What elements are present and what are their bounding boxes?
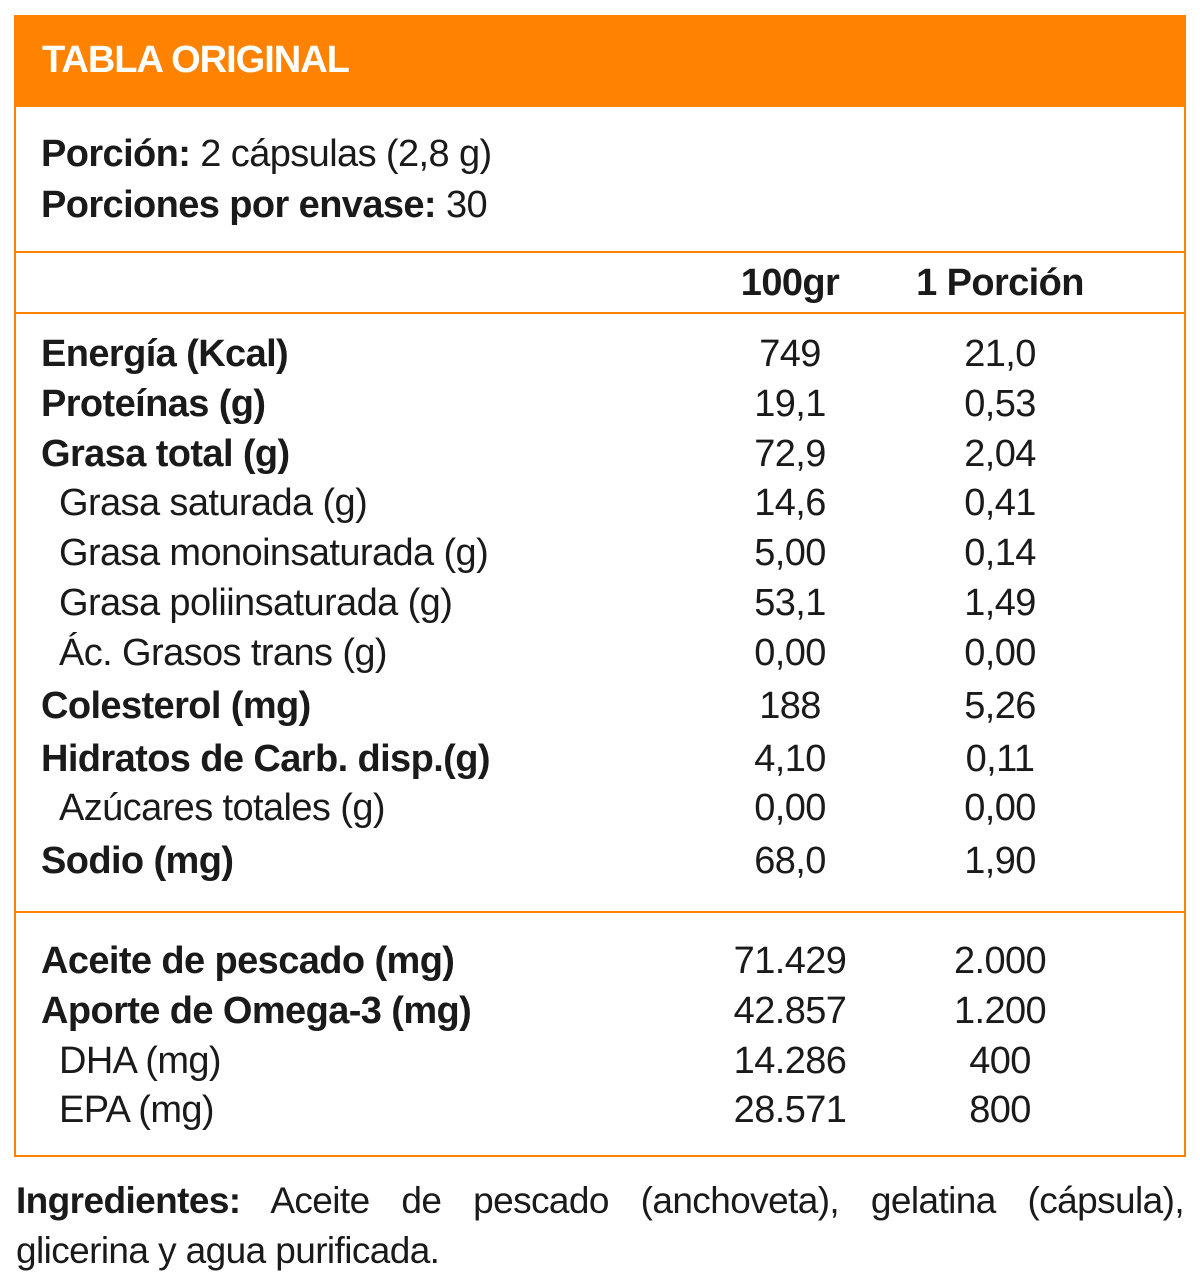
servings-label: Porciones por envase: bbox=[41, 184, 437, 226]
row-label: Ác. Grasos trans (g) bbox=[59, 632, 388, 674]
value-portion: 800 bbox=[969, 1089, 1031, 1131]
value-portion: 21,0 bbox=[964, 333, 1036, 375]
row-label: Sodio (mg) bbox=[41, 840, 234, 882]
table-header: TABLA ORIGINAL bbox=[14, 15, 1186, 107]
value-100gr: 68,0 bbox=[754, 840, 826, 882]
value-100gr: 749 bbox=[759, 333, 821, 375]
value-100gr: 53,1 bbox=[754, 582, 826, 624]
row-label: Grasa poliinsaturada (g) bbox=[59, 582, 453, 624]
value-portion: 0,53 bbox=[964, 383, 1036, 425]
row-label: Energía (Kcal) bbox=[41, 333, 289, 375]
row-label: Colesterol (mg) bbox=[41, 685, 311, 727]
divider bbox=[14, 312, 1186, 314]
value-100gr: 72,9 bbox=[754, 433, 826, 475]
value-portion: 0,11 bbox=[965, 738, 1035, 780]
value-100gr: 71.429 bbox=[733, 940, 847, 982]
servings-per-container: Porciones por envase: 30 bbox=[41, 183, 488, 227]
value-100gr: 28.571 bbox=[733, 1089, 847, 1131]
value-portion: 0,14 bbox=[964, 532, 1036, 574]
value-portion: 1.200 bbox=[953, 990, 1047, 1032]
serving-label: Porción: bbox=[41, 133, 191, 175]
column-header-100gr: 100gr bbox=[740, 262, 840, 304]
servings-value: 30 bbox=[445, 184, 488, 226]
column-header-portion: 1 Porción bbox=[916, 262, 1084, 304]
value-100gr: 14,6 bbox=[754, 482, 826, 524]
ingredients-label: Ingredientes: bbox=[16, 1180, 241, 1221]
nutrition-table bbox=[14, 15, 1186, 1157]
value-100gr: 19,1 bbox=[754, 383, 826, 425]
value-portion: 400 bbox=[969, 1040, 1031, 1082]
value-portion: 0,00 bbox=[964, 632, 1036, 674]
serving-value: 2 cápsulas (2,8 g) bbox=[200, 133, 492, 175]
value-100gr: 42.857 bbox=[733, 990, 847, 1032]
serving-size: Porción: 2 cápsulas (2,8 g) bbox=[41, 132, 492, 176]
value-portion: 2,04 bbox=[964, 433, 1036, 475]
value-100gr: 4,10 bbox=[754, 738, 826, 780]
value-100gr: 0,00 bbox=[754, 787, 826, 829]
value-portion: 2.000 bbox=[953, 940, 1047, 982]
divider bbox=[14, 911, 1186, 913]
row-label: Hidratos de Carb. disp.(g) bbox=[41, 738, 490, 780]
value-100gr: 0,00 bbox=[754, 632, 826, 674]
row-label: Aporte de Omega-3 (mg) bbox=[41, 990, 472, 1032]
row-label: Aceite de pescado (mg) bbox=[41, 940, 455, 982]
row-label: Proteínas (g) bbox=[41, 383, 266, 425]
row-label: Grasa total (g) bbox=[41, 433, 290, 475]
value-100gr: 14.286 bbox=[733, 1040, 847, 1082]
value-portion: 0,00 bbox=[964, 787, 1036, 829]
table-title: TABLA ORIGINAL bbox=[42, 39, 350, 81]
value-portion: 1,90 bbox=[964, 840, 1036, 882]
value-portion: 1,49 bbox=[964, 582, 1036, 624]
ingredients-text: Aceite de pescado (anchoveta), gelatina … bbox=[16, 1180, 1185, 1271]
row-label: Azúcares totales (g) bbox=[59, 787, 386, 829]
row-label: Grasa monoinsaturada (g) bbox=[59, 532, 489, 574]
divider bbox=[14, 251, 1186, 253]
value-portion: 0,41 bbox=[964, 482, 1036, 524]
ingredients: Ingredientes: Aceite de pescado (anchove… bbox=[16, 1176, 1185, 1276]
value-100gr: 5,00 bbox=[754, 532, 826, 574]
value-portion: 5,26 bbox=[964, 685, 1036, 727]
value-100gr: 188 bbox=[759, 685, 821, 727]
row-label: EPA (mg) bbox=[59, 1089, 215, 1131]
row-label: Grasa saturada (g) bbox=[59, 482, 368, 524]
row-label: DHA (mg) bbox=[59, 1040, 222, 1082]
